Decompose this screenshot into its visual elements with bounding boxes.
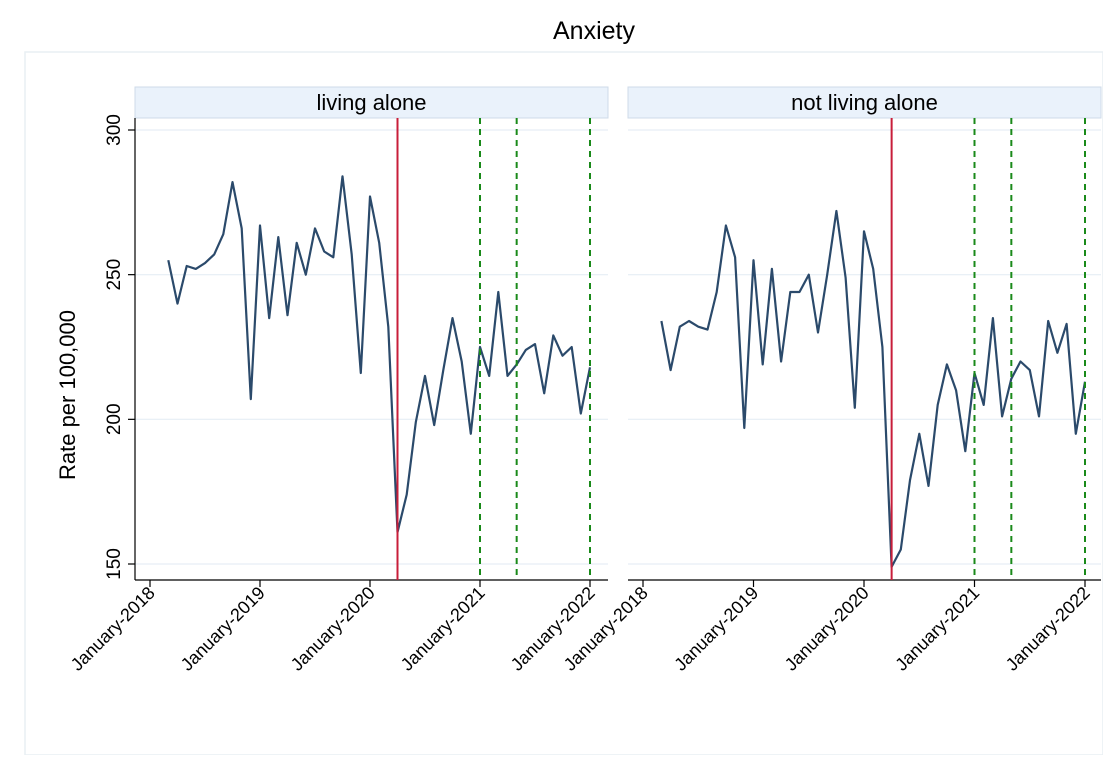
x-tick-label: January-2021 [891,583,983,675]
panel-strip [134,86,609,119]
chart-title: Anxiety [553,17,635,45]
x-tick-label: January-2018 [67,583,159,675]
x-tick-label: January-2019 [177,583,269,675]
y-tick-label: 150 [104,548,125,580]
x-tick-label: January-2020 [781,583,873,675]
x-tick-label: January-2021 [397,583,489,675]
y-tick-label: 300 [104,114,125,146]
y-axis-label: Rate per 100,000 [55,310,80,480]
x-tick-label: January-2022 [1002,583,1094,675]
panel-label: not living alone [791,90,938,115]
series-line [167,175,592,534]
panel-strip [627,86,1102,119]
y-tick-label: 200 [104,403,125,435]
y-tick-label: 250 [104,259,125,291]
series-line [660,209,1087,569]
x-tick-label: January-2020 [287,583,379,675]
x-tick-label: January-2019 [670,583,762,675]
panel-label: living alone [316,90,426,115]
